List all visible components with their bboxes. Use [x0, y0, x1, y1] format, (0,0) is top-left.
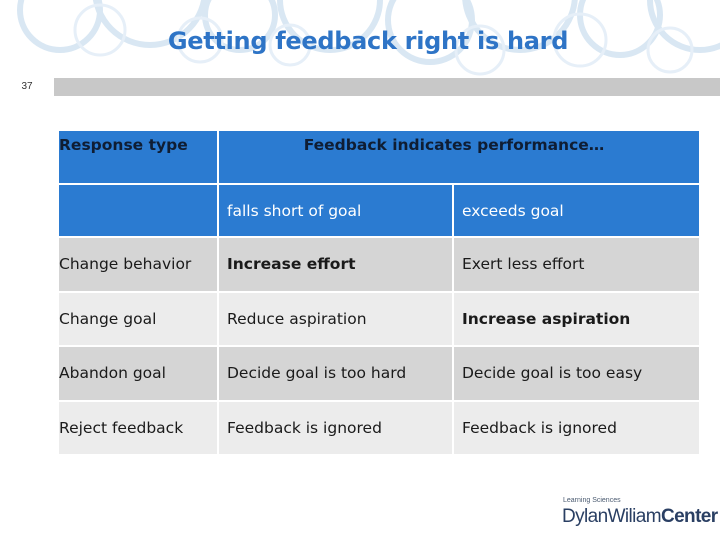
cell-exceeds: Decide goal is too easy	[452, 347, 699, 402]
cell-response-type: Change behavior	[59, 238, 217, 293]
subheader-falls-short: falls short of goal	[217, 185, 452, 238]
slide-title: Getting feedback right is hard	[167, 27, 569, 55]
cell-response-type: Abandon goal	[59, 347, 217, 402]
table-header-row: Response type Feedback indicates perform…	[59, 131, 699, 185]
cell-response-type: Reject feedback	[59, 401, 217, 456]
table-subheader-row: falls short of goal exceeds goal	[59, 185, 699, 238]
table-row: Reject feedback Feedback is ignored Feed…	[59, 401, 699, 456]
cell-falls-short: Decide goal is too hard	[217, 347, 452, 402]
cell-exceeds: Increase aspiration	[452, 292, 699, 347]
logo-name-part1: DylanWiliam	[562, 506, 662, 527]
slide-number-bar	[0, 78, 720, 96]
cell-response-type: Change goal	[59, 292, 217, 347]
table-row: Abandon goal Decide goal is too hard Dec…	[59, 347, 699, 402]
cell-exceeds: Feedback is ignored	[452, 401, 699, 456]
header-feedback-indicates: Feedback indicates performance…	[217, 131, 699, 185]
cell-exceeds: Exert less effort	[452, 238, 699, 293]
decorative-circles-background	[17, 0, 720, 76]
cell-falls-short: Increase effort	[217, 238, 452, 293]
header-response-type: Response type	[59, 131, 217, 185]
logo-name: DylanWiliamCenter	[562, 506, 718, 528]
logo-tagline: Learning Sciences	[563, 497, 621, 504]
subheader-exceeds: exceeds goal	[452, 185, 699, 238]
table-row: Change behavior Increase effort Exert le…	[59, 238, 699, 293]
logo-name-part2: Center	[660, 506, 718, 527]
slide-number: 37	[0, 78, 54, 96]
feedback-response-table: Response type Feedback indicates perform…	[59, 131, 699, 456]
subheader-empty	[59, 185, 217, 238]
table-row: Change goal Reduce aspiration Increase a…	[59, 292, 699, 347]
dylan-wiliam-center-logo: Learning Sciences DylanWiliamCenter	[562, 497, 718, 533]
cell-falls-short: Reduce aspiration	[217, 292, 452, 347]
cell-falls-short: Feedback is ignored	[217, 401, 452, 456]
